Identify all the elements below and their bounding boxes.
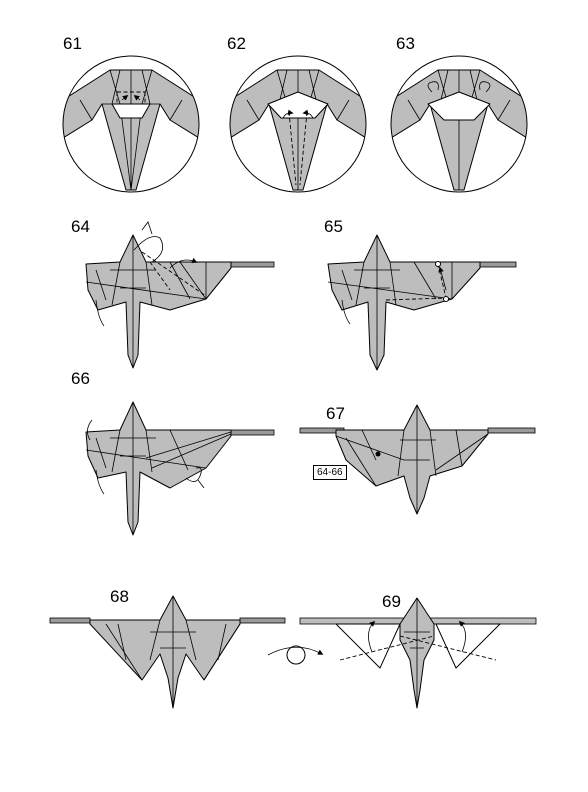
step-label-65: 65 <box>324 217 343 236</box>
step-65-diagram <box>327 234 517 371</box>
step-label-67: 67 <box>326 404 345 423</box>
step-64-diagram <box>85 221 275 369</box>
step-label-62: 62 <box>227 34 246 53</box>
step-62-diagram <box>229 55 367 193</box>
step-66-diagram <box>85 401 275 536</box>
step-label-68: 68 <box>110 587 129 606</box>
step-63-diagram <box>390 55 528 193</box>
step-label-64: 64 <box>71 217 90 236</box>
step-label-63: 63 <box>396 34 415 53</box>
step-69-diagram <box>299 597 537 709</box>
step-67-diagram <box>299 404 536 515</box>
step-reference-box: 64-66 <box>313 465 347 480</box>
turn-over-icon <box>267 645 324 665</box>
step-label-69: 69 <box>382 592 401 611</box>
step-68-diagram <box>49 595 286 709</box>
step-label-61: 61 <box>63 34 82 53</box>
step-61-diagram <box>62 55 200 193</box>
step-label-66: 66 <box>71 369 90 388</box>
